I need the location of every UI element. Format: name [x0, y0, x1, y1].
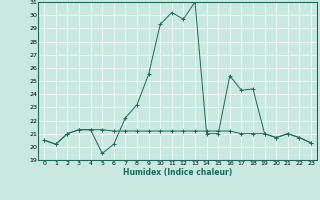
X-axis label: Humidex (Indice chaleur): Humidex (Indice chaleur): [123, 168, 232, 177]
